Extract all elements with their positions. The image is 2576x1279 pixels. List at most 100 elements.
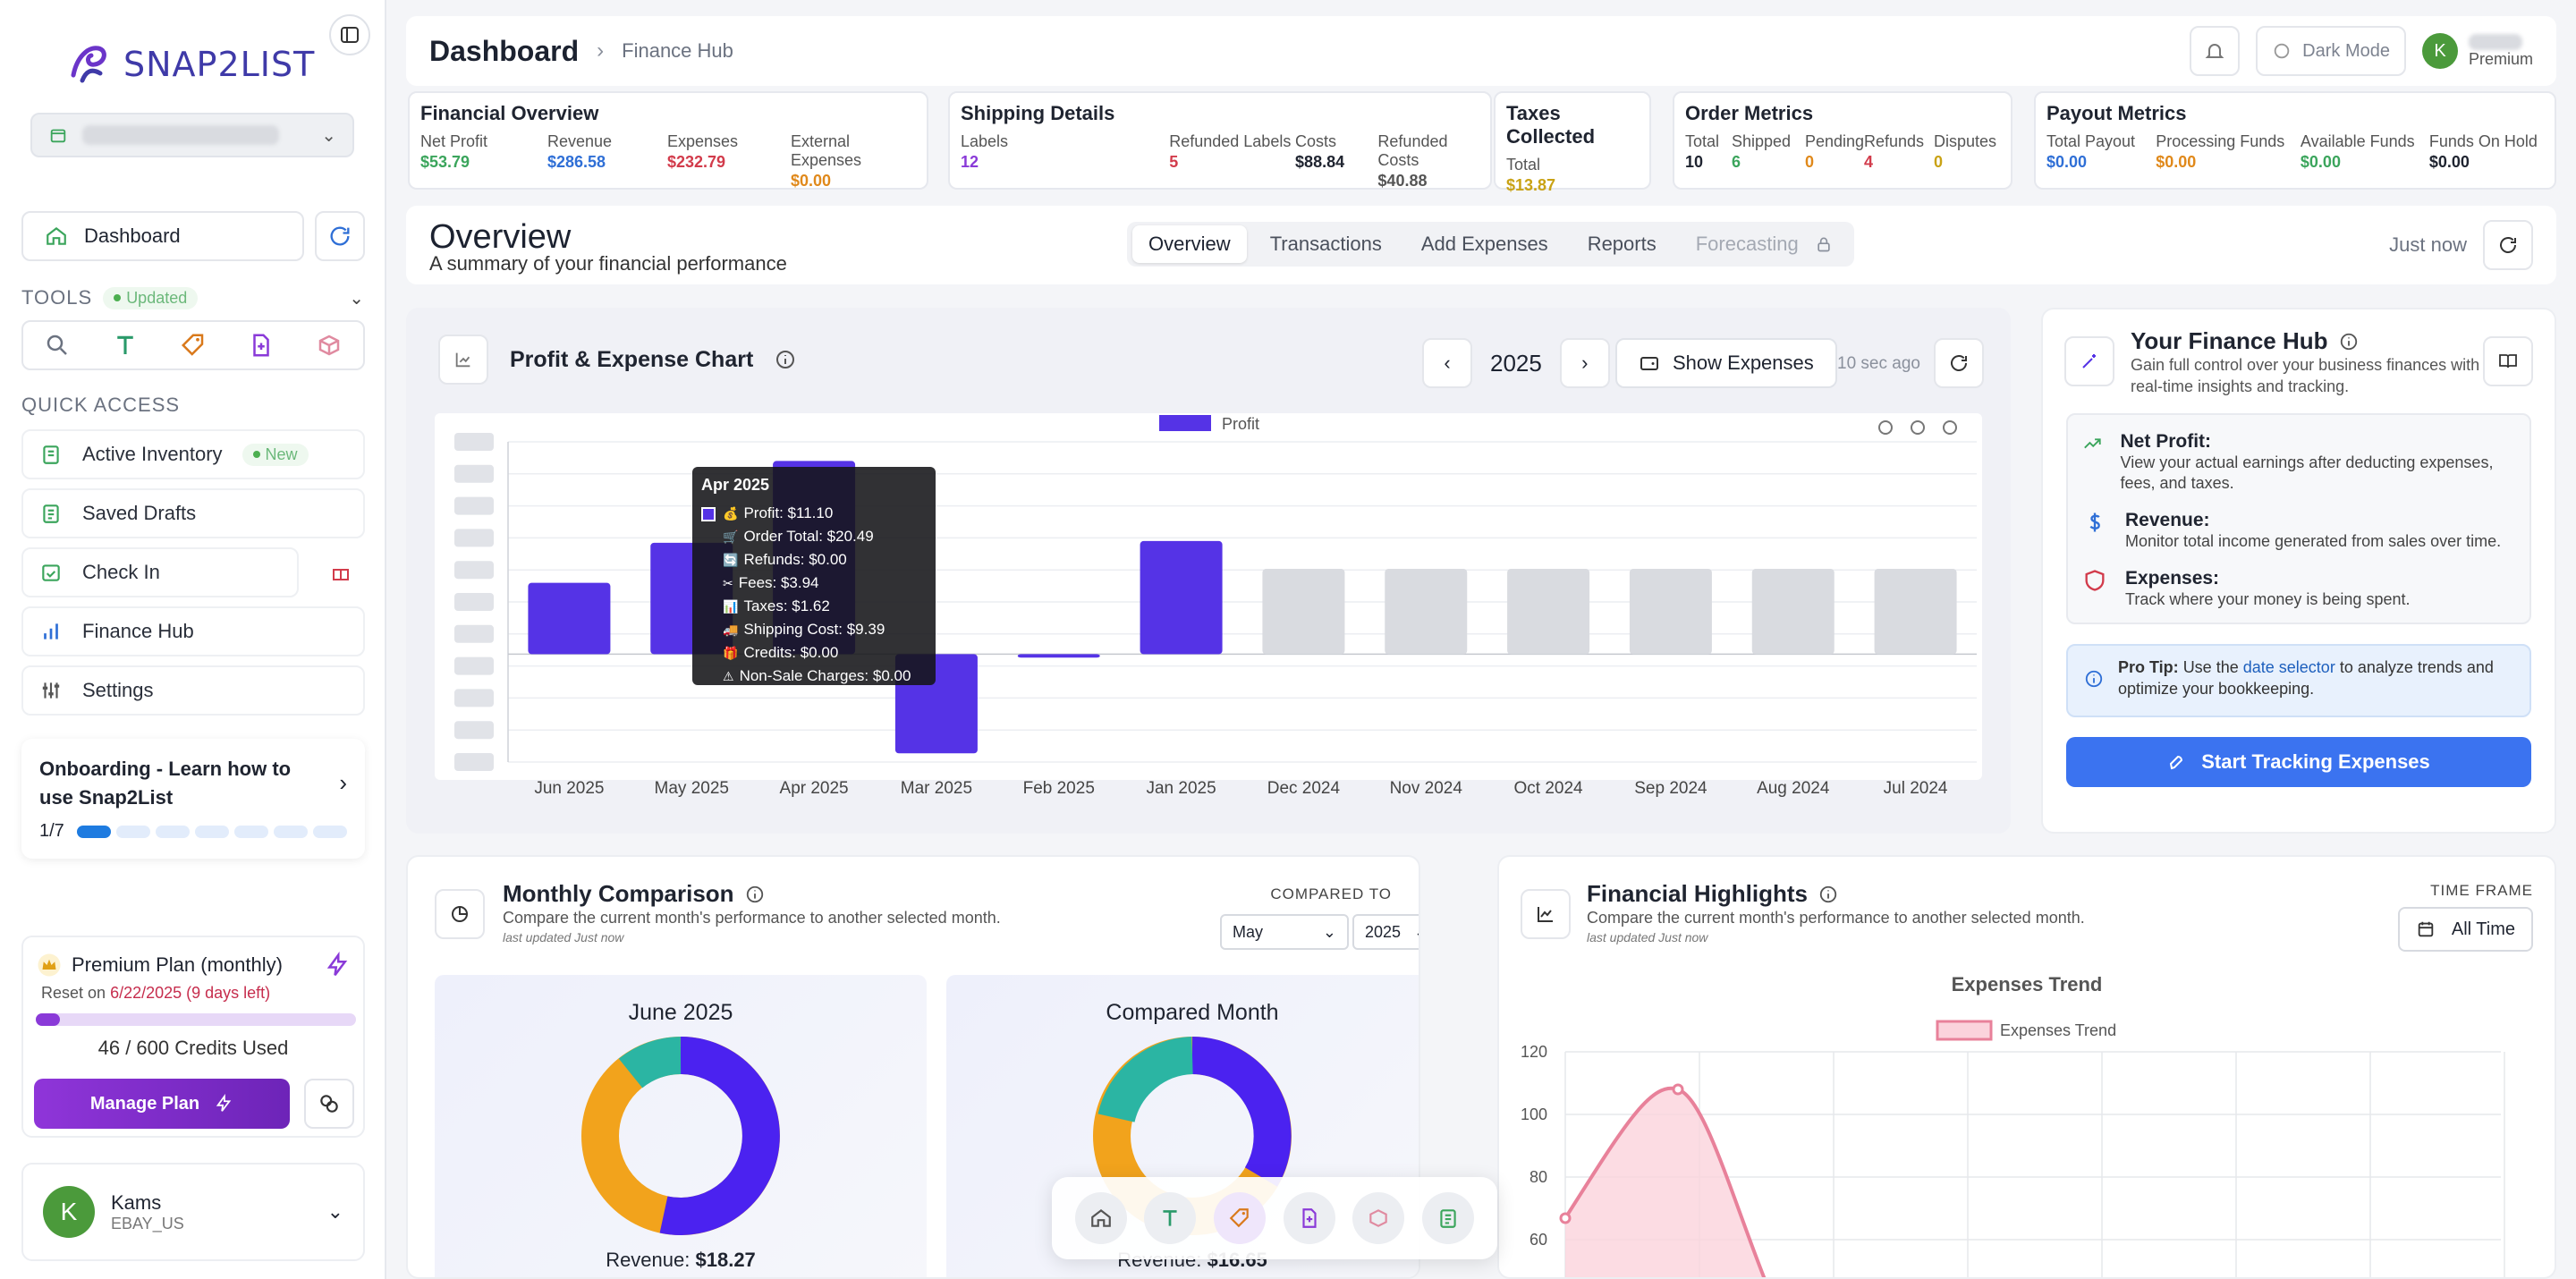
dock-home-button[interactable] xyxy=(1074,1192,1127,1244)
overview-refresh-button[interactable] xyxy=(2483,220,2533,270)
tooltip-text: Order Total: $20.49 xyxy=(743,528,874,545)
card-title: Order Metrics xyxy=(1685,102,1814,124)
sidebar-item-settings[interactable]: Settings xyxy=(21,665,365,716)
header-user[interactable]: K Premium xyxy=(2421,33,2533,69)
sidebar-item-finance-hub[interactable]: Finance Hub xyxy=(21,606,365,656)
search-icon[interactable] xyxy=(44,332,71,359)
hub-guide-button[interactable] xyxy=(2483,336,2533,386)
metric-value: $13.87 xyxy=(1506,176,1556,194)
sidebar-dashboard-button[interactable]: Dashboard xyxy=(21,211,304,261)
price-tag-icon[interactable] xyxy=(180,332,207,359)
dock-add-doc-button[interactable] xyxy=(1283,1192,1335,1244)
progress-step xyxy=(313,825,348,838)
metric-columns: Labels 12 Refunded Labels 5 Costs $88.84 Refun… xyxy=(961,132,1479,191)
chart-type-button[interactable] xyxy=(438,335,488,385)
hub-subtitle: Gain full control over your business fin… xyxy=(2131,356,2480,395)
time-frame-button[interactable]: All Time xyxy=(2397,907,2533,952)
metric-value: $53.79 xyxy=(420,153,470,171)
dock-title-button[interactable] xyxy=(1144,1192,1197,1244)
show-expenses-button[interactable]: Show Expenses xyxy=(1615,338,1837,388)
bar-chart-icon xyxy=(44,623,58,640)
metric-labels: Labels 12 xyxy=(961,132,1169,191)
tooltip-row: 💰 Profit: $11.10 xyxy=(701,502,927,525)
add-document-icon[interactable] xyxy=(248,332,275,359)
compared-to-label: COMPARED TO xyxy=(1270,885,1392,902)
hub-title: Your Finance Hub xyxy=(2131,327,2328,354)
chevron-down-icon: ⌄ xyxy=(326,1200,343,1223)
sidebar-toggle-button[interactable] xyxy=(329,14,370,55)
info-icon[interactable] xyxy=(775,349,796,370)
dock-list-button[interactable] xyxy=(1422,1192,1475,1244)
financial-highlights-panel: Financial Highlights Compare the current… xyxy=(1497,855,2556,1279)
logo[interactable]: SNAP2LIST xyxy=(64,39,315,89)
title-tool-icon[interactable] xyxy=(112,332,139,359)
dock-package-button[interactable] xyxy=(1352,1192,1405,1244)
metric-label: External Expenses xyxy=(791,132,862,169)
info-icon[interactable] xyxy=(745,885,765,904)
taxes-icon: 📊 xyxy=(723,599,739,614)
manage-plan-button[interactable]: Manage Plan xyxy=(34,1079,290,1129)
prev-year-button[interactable]: ‹ xyxy=(1422,338,1472,388)
card-title: Taxes Collected xyxy=(1506,102,1596,148)
y-tick-label-blurred xyxy=(454,561,494,580)
month-select[interactable]: May ⌄ xyxy=(1220,914,1349,950)
sidebar-item-saved-drafts[interactable]: Saved Drafts xyxy=(21,488,365,538)
onboarding-card[interactable]: Onboarding - Learn how to use Snap2List … xyxy=(21,739,365,859)
sidebar-item-check-in[interactable]: Check In xyxy=(21,547,299,597)
donut-segment xyxy=(1191,1037,1292,1187)
tab-transactions[interactable]: Transactions xyxy=(1269,233,1382,255)
dark-mode-toggle[interactable]: Dark Mode xyxy=(2256,26,2406,76)
refresh-icon xyxy=(2500,237,2516,253)
package-icon[interactable] xyxy=(316,332,343,359)
tab-forecasting[interactable]: Forecasting xyxy=(1680,225,1849,263)
user-menu[interactable]: K Kams EBAY_US ⌄ xyxy=(21,1163,365,1261)
chevron-down-icon[interactable]: ⌄ xyxy=(349,288,365,309)
tab-reports[interactable]: Reports xyxy=(1587,233,1657,255)
metric-label: Labels xyxy=(961,132,1009,150)
metric-value: $88.84 xyxy=(1295,153,1345,171)
tab-overview[interactable]: Overview xyxy=(1132,225,1247,263)
next-year-button[interactable]: › xyxy=(1559,338,1610,388)
sidebar-refresh-button[interactable] xyxy=(315,211,365,261)
tools-badge-text: Updated xyxy=(126,288,188,307)
y-tick-label-blurred xyxy=(454,721,494,740)
metric-total: Total $13.87 xyxy=(1506,156,1639,195)
reset-prefix: Reset on xyxy=(41,984,106,1002)
store-selector[interactable]: ⌄ xyxy=(30,113,354,157)
dark-mode-label: Dark Mode xyxy=(2302,40,2390,61)
tab-add-expenses[interactable]: Add Expenses xyxy=(1420,233,1548,255)
calendar-icon xyxy=(2418,921,2434,937)
revenue-value: $18.27 xyxy=(695,1249,756,1271)
metric-pending: Pending 0 xyxy=(1805,132,1864,172)
start-tracking-expenses-button[interactable]: Start Tracking Expenses xyxy=(2066,737,2531,787)
sidebar-item-label: Saved Drafts xyxy=(82,502,197,524)
top-header: Dashboard › Finance Hub Dark Mode K Prem… xyxy=(406,16,2556,86)
dock-price-button[interactable] xyxy=(1214,1192,1267,1244)
gift-button[interactable] xyxy=(317,547,365,597)
metric-label: Refunded Costs xyxy=(1377,132,1448,169)
highlights-icon-button xyxy=(1521,889,1571,939)
date-selector-link[interactable]: date selector xyxy=(2242,658,2335,676)
progress-step xyxy=(115,825,150,838)
plan-link-button[interactable] xyxy=(304,1079,354,1129)
crown-icon xyxy=(38,953,61,977)
chevron-down-icon: ⌄ xyxy=(1322,922,1336,941)
user-store: EBAY_US xyxy=(111,1214,184,1232)
bar-placeholder xyxy=(1385,569,1468,655)
chart-refresh-button[interactable] xyxy=(1934,338,1984,388)
sidebar-item-active-inventory[interactable]: Active Inventory New xyxy=(21,429,365,479)
metric-value: $286.58 xyxy=(547,153,606,171)
onboarding-title: Onboarding - Learn how to use Snap2List xyxy=(39,758,292,809)
metric-external-expenses: External Expenses $0.00 xyxy=(791,132,916,191)
progress-step xyxy=(155,825,190,838)
hub-item-desc: View your actual earnings after deductin… xyxy=(2120,453,2494,492)
info-icon[interactable] xyxy=(1818,885,1838,904)
info-icon[interactable] xyxy=(2339,332,2359,352)
y-tick-label-blurred xyxy=(454,624,494,643)
tools-header[interactable]: TOOLS Updated ⌄ xyxy=(21,286,365,309)
breadcrumb[interactable]: Finance Hub xyxy=(622,39,733,62)
lightning-icon xyxy=(326,952,348,976)
notifications-button[interactable] xyxy=(2190,26,2241,76)
x-tick-label: Mar 2025 xyxy=(901,779,972,798)
year-select[interactable]: 2025 ⌄ xyxy=(1352,914,1419,950)
